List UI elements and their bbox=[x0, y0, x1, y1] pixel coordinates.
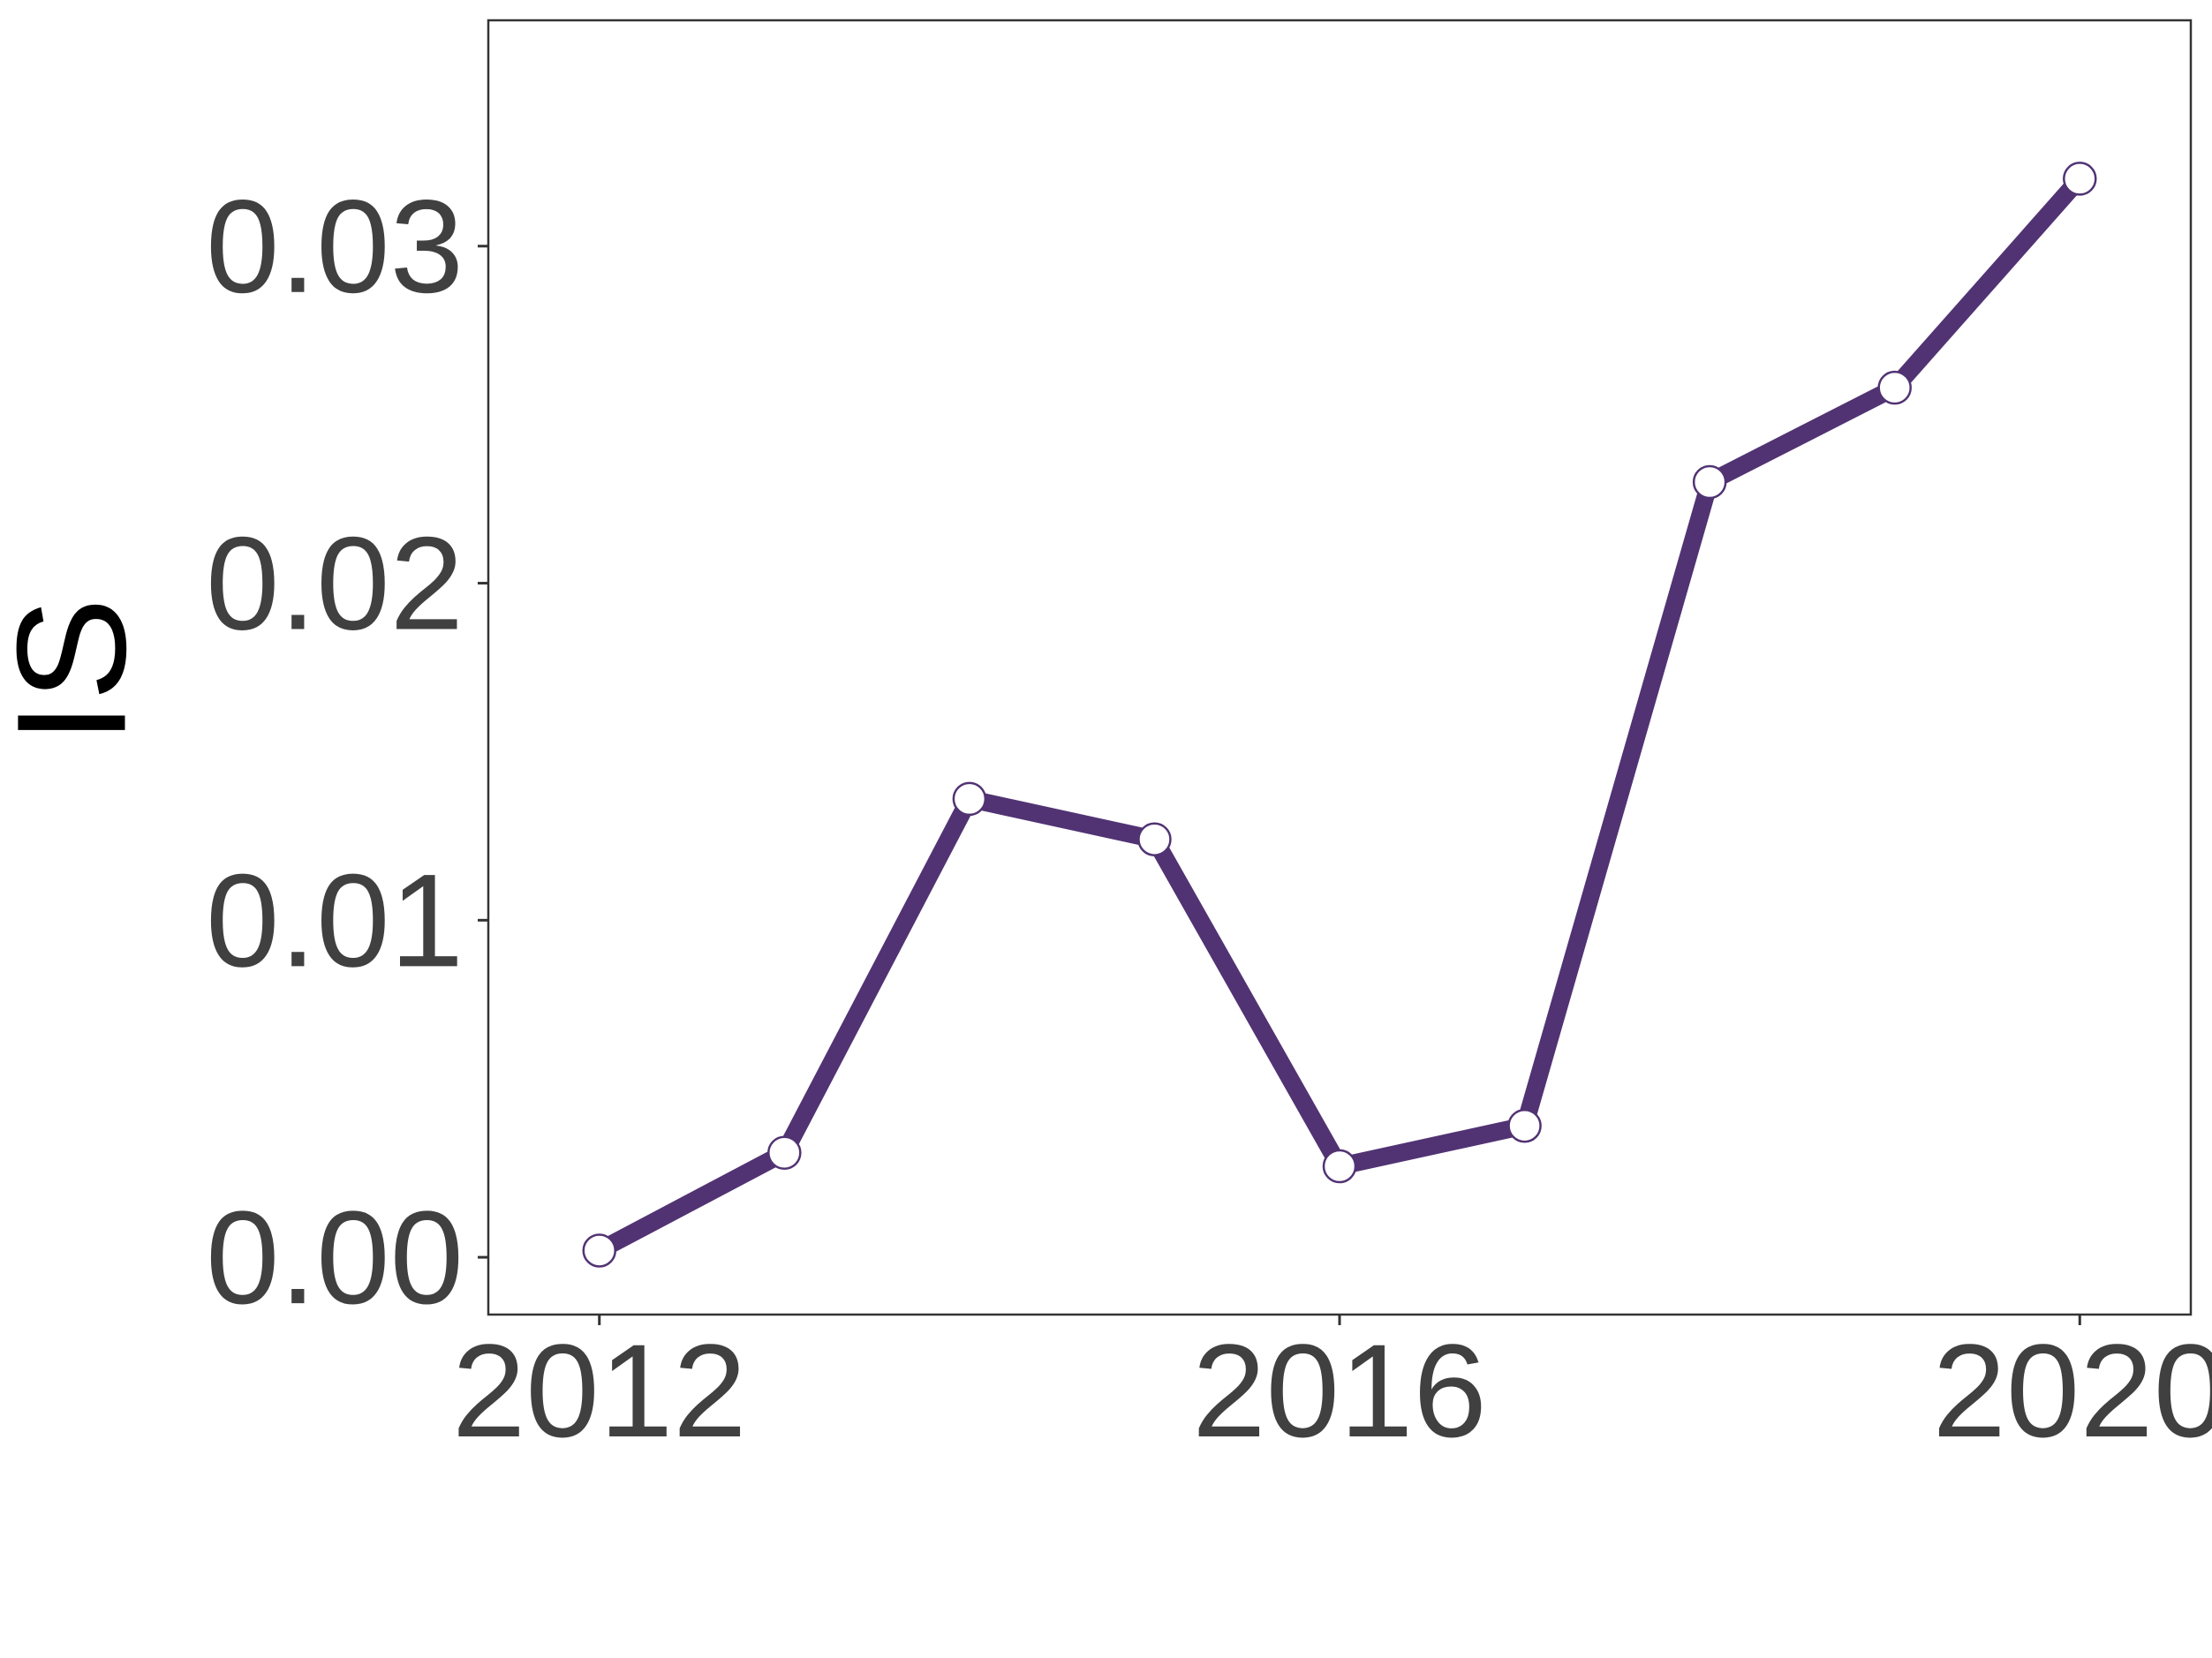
data-point bbox=[1507, 1108, 1542, 1143]
y-tick-label: 0.00 bbox=[206, 1183, 464, 1331]
y-tick-label: 0.03 bbox=[206, 172, 464, 320]
x-tick-label: 2020 bbox=[1932, 1316, 2212, 1465]
y-tick-label: 0.01 bbox=[206, 846, 464, 994]
data-point bbox=[2063, 162, 2097, 196]
series-is bbox=[582, 162, 2097, 1268]
data-point bbox=[767, 1135, 802, 1170]
data-point bbox=[1877, 370, 1912, 405]
data-point bbox=[952, 781, 987, 817]
y-tick-label: 0.02 bbox=[206, 509, 464, 658]
y-axis: 0.00 0.01 0.02 0.03 bbox=[206, 172, 488, 1331]
y-axis-title: IS bbox=[0, 598, 159, 744]
data-point bbox=[1322, 1149, 1357, 1184]
data-point bbox=[582, 1233, 616, 1268]
data-point bbox=[1137, 822, 1172, 856]
plot-panel bbox=[487, 19, 2193, 1316]
x-axis: 2012 2016 2020 bbox=[452, 1315, 2212, 1465]
x-tick-label: 2012 bbox=[452, 1316, 747, 1465]
data-point bbox=[1692, 464, 1727, 500]
x-tick-label: 2016 bbox=[1192, 1316, 1487, 1465]
